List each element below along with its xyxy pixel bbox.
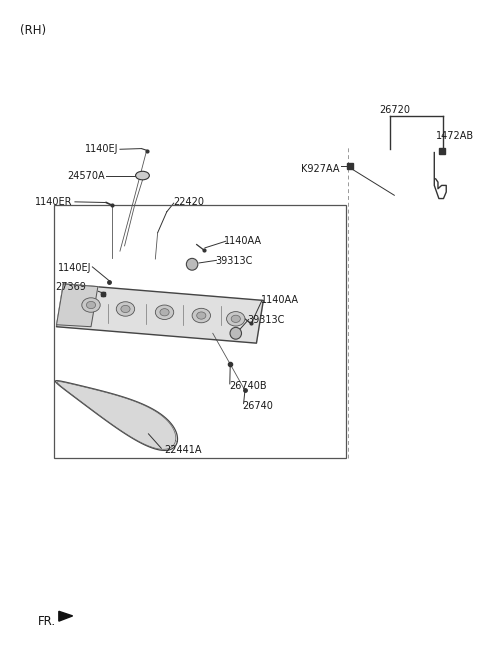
Text: 1140EJ: 1140EJ [58,263,91,273]
Text: FR.: FR. [38,614,56,628]
Text: (RH): (RH) [20,24,46,38]
Ellipse shape [121,306,130,313]
Text: 1140AA: 1140AA [261,296,299,306]
Polygon shape [59,611,72,621]
Ellipse shape [192,308,211,323]
Ellipse shape [135,172,149,180]
Text: 39313C: 39313C [215,256,252,266]
Text: 1140EJ: 1140EJ [85,145,119,154]
Ellipse shape [231,315,240,323]
Text: 1140ER: 1140ER [35,197,72,207]
Ellipse shape [197,312,206,319]
Ellipse shape [160,309,169,316]
Ellipse shape [156,305,174,319]
Bar [54,205,346,458]
Ellipse shape [186,258,198,270]
Polygon shape [55,381,178,450]
Ellipse shape [86,302,96,309]
Text: 22420: 22420 [174,197,205,207]
Ellipse shape [230,327,241,339]
Ellipse shape [116,302,135,316]
Text: 22441A: 22441A [165,445,202,455]
Text: 26740B: 26740B [229,381,266,391]
Text: 1472AB: 1472AB [436,131,474,141]
Text: 39313C: 39313C [247,315,285,325]
Text: 26740: 26740 [243,401,274,411]
Polygon shape [57,284,264,343]
Ellipse shape [227,312,245,326]
Ellipse shape [82,298,100,312]
Text: 24570A: 24570A [67,170,105,181]
Text: 27369: 27369 [56,282,86,292]
Text: K927AA: K927AA [300,164,339,174]
Polygon shape [57,284,98,327]
Text: 1140AA: 1140AA [224,236,262,246]
Text: 26720: 26720 [379,105,410,115]
